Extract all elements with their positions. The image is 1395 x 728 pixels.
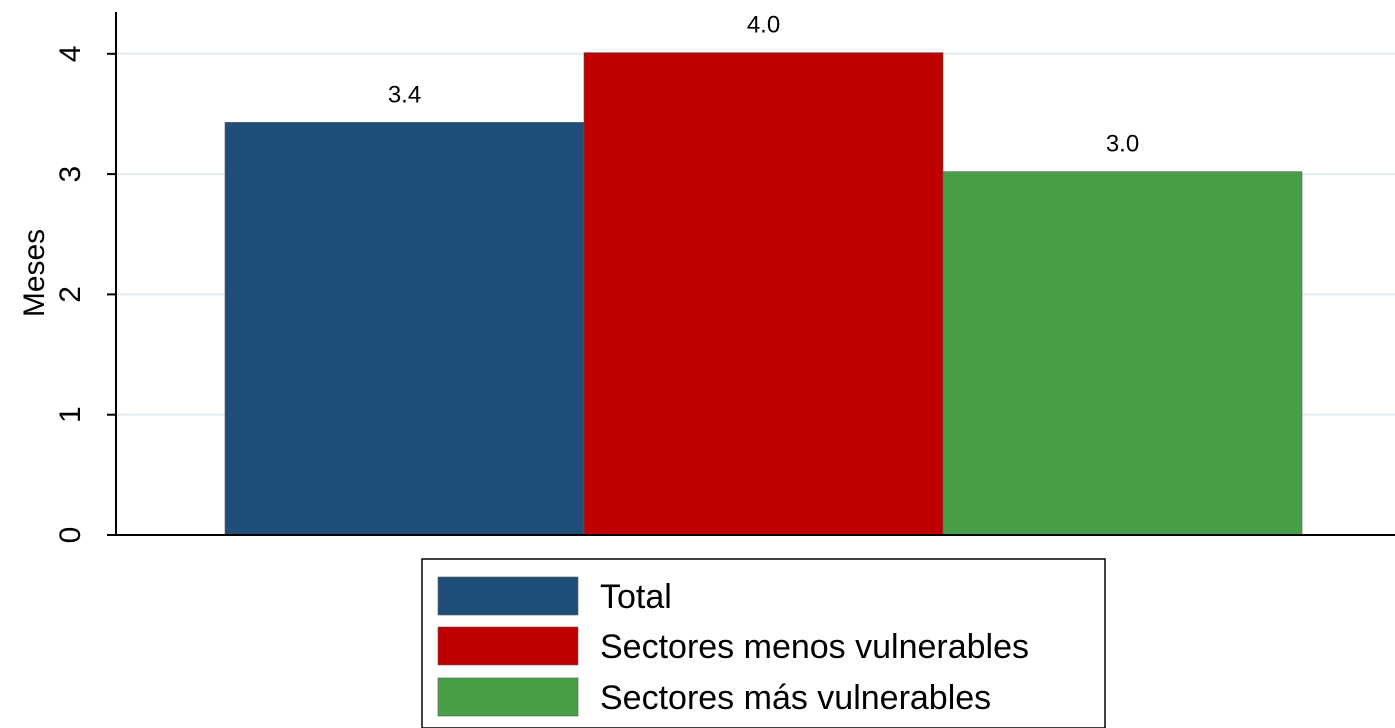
legend-swatch <box>437 576 579 616</box>
bar-value-label: 4.0 <box>747 12 780 39</box>
bar-value-label: 3.0 <box>1106 131 1139 158</box>
bar <box>583 52 944 536</box>
y-axis-ticks: 0 1 2 3 4 <box>54 45 116 543</box>
legend: Total Sectores menos vulnerables Sectores … <box>421 558 1106 728</box>
y-tick-label: 3 <box>54 166 87 183</box>
legend-swatch <box>437 626 579 666</box>
legend-label: Sectores más vulnerables <box>600 679 991 717</box>
bar-value-label: 3.4 <box>388 81 421 108</box>
y-tick-label: 1 <box>54 406 87 423</box>
legend-label: Total <box>600 578 672 616</box>
value-labels: 3.4 4.0 3.0 <box>388 12 1139 158</box>
legend-label: Sectores menos vulnerables <box>600 628 1029 666</box>
bars <box>224 52 1303 536</box>
y-tick-label: 4 <box>54 45 87 62</box>
y-tick-label: 2 <box>54 286 87 303</box>
legend-swatch <box>437 677 579 717</box>
bar <box>224 122 585 536</box>
y-axis-title: Meses <box>18 229 51 317</box>
bar <box>942 171 1303 536</box>
y-tick-label: 0 <box>54 527 87 544</box>
